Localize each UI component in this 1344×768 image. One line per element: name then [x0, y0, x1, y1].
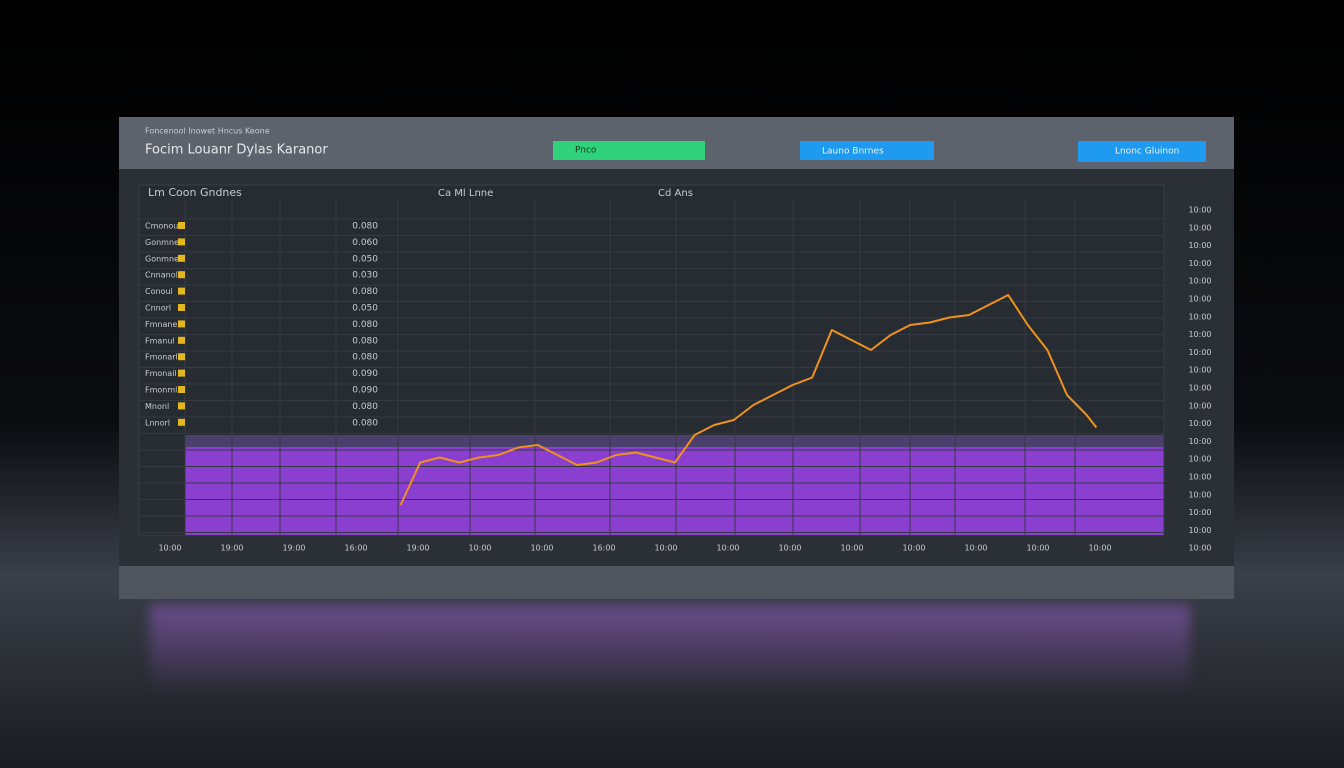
row-icon: [178, 254, 185, 262]
row-value: 0.080: [352, 222, 378, 232]
row-icon: [178, 336, 185, 344]
x-label: 19:00: [220, 544, 243, 553]
row-icon: [178, 353, 185, 361]
row-value: 0.060: [352, 238, 378, 248]
button[interactable]: [553, 141, 705, 160]
row-value: 0.080: [352, 418, 378, 428]
x-label: 10:00: [778, 544, 801, 553]
y-label: 10:00: [1188, 241, 1211, 250]
row-value: 0.080: [352, 353, 378, 363]
row-icon: [178, 320, 185, 328]
button[interactable]: [800, 141, 934, 160]
row-icon: [178, 238, 185, 246]
x-label: 10:00: [1026, 544, 1049, 553]
y-label: 10:00: [1188, 206, 1211, 215]
row-icon: [178, 271, 185, 279]
y-label: 10:00: [1188, 437, 1211, 446]
row-value: 0.080: [352, 402, 378, 412]
x-label: 16:00: [592, 544, 615, 553]
x-label: 16:00: [344, 544, 367, 553]
row-icon: [178, 304, 185, 311]
y-label: 10:00: [1188, 419, 1211, 428]
y-label: 10:00: [1188, 490, 1211, 499]
row-icon: [178, 418, 185, 426]
row-icon: [178, 287, 185, 295]
button-label[interactable]: Pnco: [575, 146, 597, 156]
y-label: 10:00: [1188, 508, 1211, 517]
row-label: Fmonml: [145, 386, 177, 395]
button-label[interactable]: Lnonc Gluinon: [1115, 147, 1179, 157]
row-label: Gonmnel: [145, 238, 181, 247]
x-label: 10:00: [902, 544, 925, 553]
y-label: 10:00: [1188, 526, 1211, 535]
y-label: 10:00: [1188, 473, 1211, 482]
data-line: [399, 294, 1098, 506]
row-icon: [178, 402, 185, 410]
band: [185, 435, 1164, 447]
title: Focim Louanr Dylas Karanor: [145, 143, 328, 158]
row-value: 0.080: [352, 336, 378, 346]
y-label: 10:00: [1188, 384, 1211, 393]
row-value: 0.090: [352, 386, 378, 396]
y-label: 10:00: [1188, 544, 1211, 553]
x-label: 10:00: [964, 544, 987, 553]
area: [185, 447, 1164, 535]
y-label: 10:00: [1188, 348, 1211, 357]
reflection: [150, 605, 1190, 695]
row-label: Lnnorl: [145, 418, 170, 427]
row-label: Fmanul: [145, 336, 175, 345]
y-label: 10:00: [1188, 401, 1211, 410]
x-label: 10:00: [840, 544, 863, 553]
chart-header: Ca Ml Lnne: [438, 188, 493, 199]
panel-heading: Lm Coon Gndnes: [148, 186, 242, 199]
row-icon: [178, 386, 185, 393]
chart-header: Cd Ans: [658, 188, 693, 199]
y-label: 10:00: [1188, 330, 1211, 339]
footer-bar: [119, 566, 1234, 599]
button-label[interactable]: Launo Bnrnes: [822, 147, 884, 157]
y-label: 10:00: [1188, 366, 1211, 375]
row-label: Gonmnel: [145, 254, 181, 263]
row-label: Conoul: [145, 287, 173, 296]
row-label: Fmonail: [145, 369, 177, 378]
layer: Cmonoul 0.080 Gonmnel 0.060 Gonmnel 0.050 Cnna…: [145, 206, 1212, 553]
row-value: 0.090: [352, 369, 378, 379]
y-label: 10:00: [1188, 259, 1211, 268]
row-value: 0.080: [352, 287, 378, 297]
subtitle: Foncenool Inowet Hncus Keone: [145, 127, 270, 136]
row-value: 0.050: [352, 304, 378, 314]
x-label: 10:00: [158, 544, 181, 553]
x-label: 19:00: [282, 544, 305, 553]
row-label: Cmonoul: [145, 222, 181, 231]
row-label: Fmnanel: [145, 320, 180, 329]
x-label: 10:00: [716, 544, 739, 553]
y-label: 10:00: [1188, 312, 1211, 321]
button[interactable]: [1078, 141, 1206, 162]
x-label: 10:00: [1088, 544, 1111, 553]
row-value: 0.030: [352, 271, 378, 281]
row-icon: [178, 369, 185, 377]
y-label: 10:00: [1188, 295, 1211, 304]
row-label: Fmonarl: [145, 353, 178, 362]
y-label: 10:00: [1188, 277, 1211, 286]
x-label: 10:00: [530, 544, 553, 553]
row-label: Mnonl: [145, 402, 169, 411]
y-label: 10:00: [1188, 455, 1211, 464]
row-value: 0.050: [352, 254, 378, 264]
y-label: 10:00: [1188, 223, 1211, 232]
x-label: 10:00: [468, 544, 491, 553]
grid: [139, 200, 1165, 535]
row-label: Cnnanol: [145, 271, 178, 280]
row-label: Cnnorl: [145, 304, 171, 313]
row-value: 0.080: [352, 320, 378, 330]
x-label: 19:00: [406, 544, 429, 553]
row-icon: [178, 222, 185, 229]
x-label: 10:00: [654, 544, 677, 553]
